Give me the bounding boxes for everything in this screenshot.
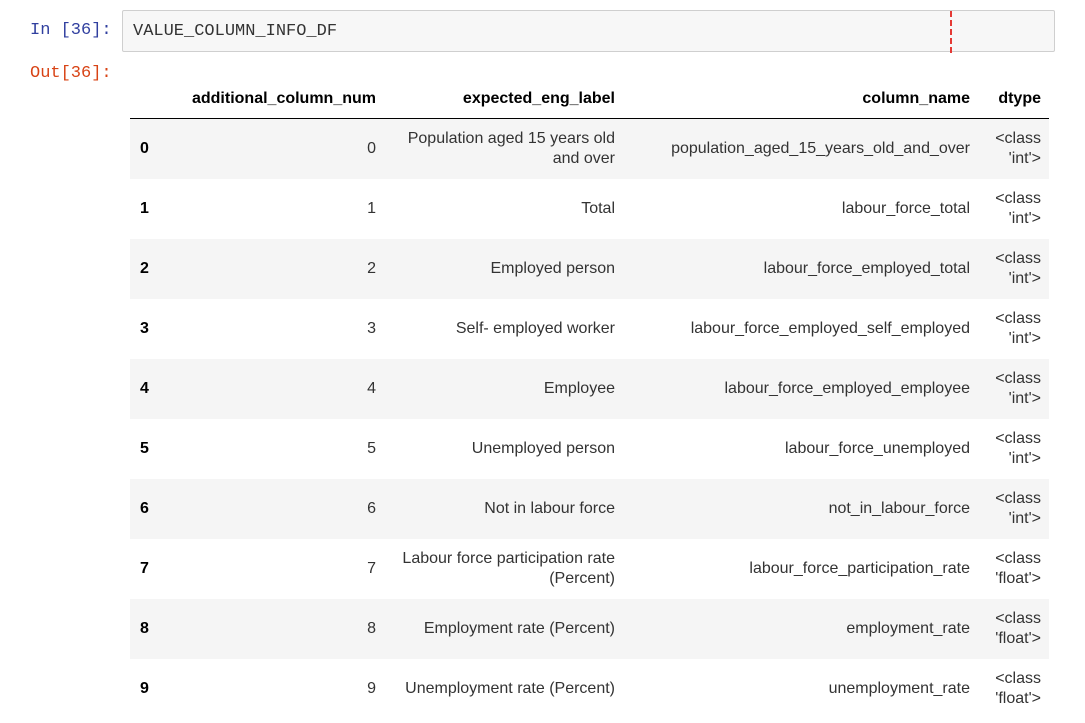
cell-label: Population aged 15 years old and over — [407, 130, 615, 167]
cell-num: 8 — [367, 620, 376, 637]
column-header: expected_eng_label — [386, 80, 625, 119]
table-row: 5 5 Unemployed person labour_force_unemploy… — [130, 419, 1049, 479]
output-prompt: Out[36]: — [30, 64, 112, 83]
cell-label: Employed person — [490, 260, 615, 277]
cell-dtype: <class 'int'> — [995, 250, 1041, 287]
cell-label: Not in labour force — [484, 500, 615, 517]
cell-num: 5 — [367, 440, 376, 457]
cell-dtype: <class 'float'> — [995, 670, 1041, 707]
cell-column-name: unemployment_rate — [828, 680, 970, 697]
index-header — [130, 80, 160, 119]
cell-dtype: <class 'int'> — [995, 430, 1041, 467]
cell-column-name: labour_force_unemployed — [784, 440, 970, 457]
header-row: additional_column_num expected_eng_label c… — [130, 80, 1049, 119]
cell-num: 2 — [367, 260, 376, 277]
cell-column-name: population_aged_15_years_old_and_over — [671, 140, 970, 157]
cell-num: 0 — [367, 140, 376, 157]
table-row: 8 8 Employment rate (Percent) employment_ra… — [130, 599, 1049, 659]
cell-column-name: not_in_labour_force — [828, 500, 970, 517]
cell-dtype: <class 'int'> — [995, 490, 1041, 527]
row-index: 9 — [140, 680, 149, 697]
cell-label: Self- employed worker — [455, 320, 615, 337]
dataframe: additional_column_num expected_eng_label c… — [130, 80, 1049, 719]
row-index: 1 — [140, 200, 149, 217]
cell-dtype: <class 'float'> — [995, 550, 1041, 587]
cell-column-name: labour_force_participation_rate — [749, 560, 970, 577]
table-row: 6 6 Not in labour force not_in_labour_force… — [130, 479, 1049, 539]
cell-column-name: labour_force_employed_employee — [724, 380, 971, 397]
cell-num: 6 — [367, 500, 376, 517]
code-cell[interactable]: VALUE_COLUMN_INFO_DF — [122, 10, 1055, 53]
column-header: dtype — [980, 80, 1049, 119]
row-index: 8 — [140, 620, 149, 637]
ruler-line — [950, 11, 952, 53]
table-row: 7 7 Labour force participation rate (Perce… — [130, 539, 1049, 599]
cell-label: Unemployment rate (Percent) — [405, 680, 615, 697]
row-index: 2 — [140, 260, 149, 277]
input-prompt: In [36]: — [30, 21, 112, 40]
cell-num: 7 — [367, 560, 376, 577]
row-index: 5 — [140, 440, 149, 457]
cell-label: Labour force participation rate (Percent… — [402, 550, 615, 587]
column-header: additional_column_num — [160, 80, 386, 119]
cell-label: Total — [581, 200, 615, 217]
row-index: 6 — [140, 500, 149, 517]
table-body: 0 0 Population aged 15 years old and over p… — [130, 118, 1049, 720]
row-index: 4 — [140, 380, 149, 397]
cell-dtype: <class 'int'> — [995, 370, 1041, 407]
cell-column-name: labour_force_total — [841, 200, 970, 217]
table-row: 0 0 Population aged 15 years old and over p… — [130, 118, 1049, 179]
cell-column-name: labour_force_employed_total — [763, 260, 970, 277]
table-row: 3 3 Self- employed worker labour_force_empl… — [130, 299, 1049, 359]
cell-dtype: <class 'float'> — [995, 610, 1041, 647]
cell-label: Unemployed person — [471, 440, 615, 457]
row-index: 3 — [140, 320, 149, 337]
cell-dtype: <class 'int'> — [995, 190, 1041, 227]
code: VALUE_COLUMN_INFO_DF — [133, 22, 338, 41]
cell-label: Employee — [543, 380, 615, 397]
cell-label: Employment rate (Percent) — [423, 620, 615, 637]
table-row: 2 2 Employed person labour_force_employed_t… — [130, 239, 1049, 299]
cell-column-name: employment_rate — [846, 620, 970, 637]
cell-num: 1 — [367, 200, 376, 217]
row-index: 0 — [140, 140, 149, 157]
table-row: 9 9 Unemployment rate (Percent) unemploymen… — [130, 659, 1049, 719]
row-index: 7 — [140, 560, 149, 577]
cell-num: 9 — [367, 680, 376, 697]
table-row: 4 4 Employee labour_force_employed_employee… — [130, 359, 1049, 419]
cell-dtype: <class 'int'> — [995, 130, 1041, 167]
cell-dtype: <class 'int'> — [995, 310, 1041, 347]
cell-num: 3 — [367, 320, 376, 337]
table-row: 1 1 Total labour_force_total <class 'int'> — [130, 179, 1049, 239]
cell-num: 4 — [367, 380, 376, 397]
cell-column-name: labour_force_employed_self_employed — [690, 320, 970, 337]
column-header: column_name — [625, 80, 980, 119]
